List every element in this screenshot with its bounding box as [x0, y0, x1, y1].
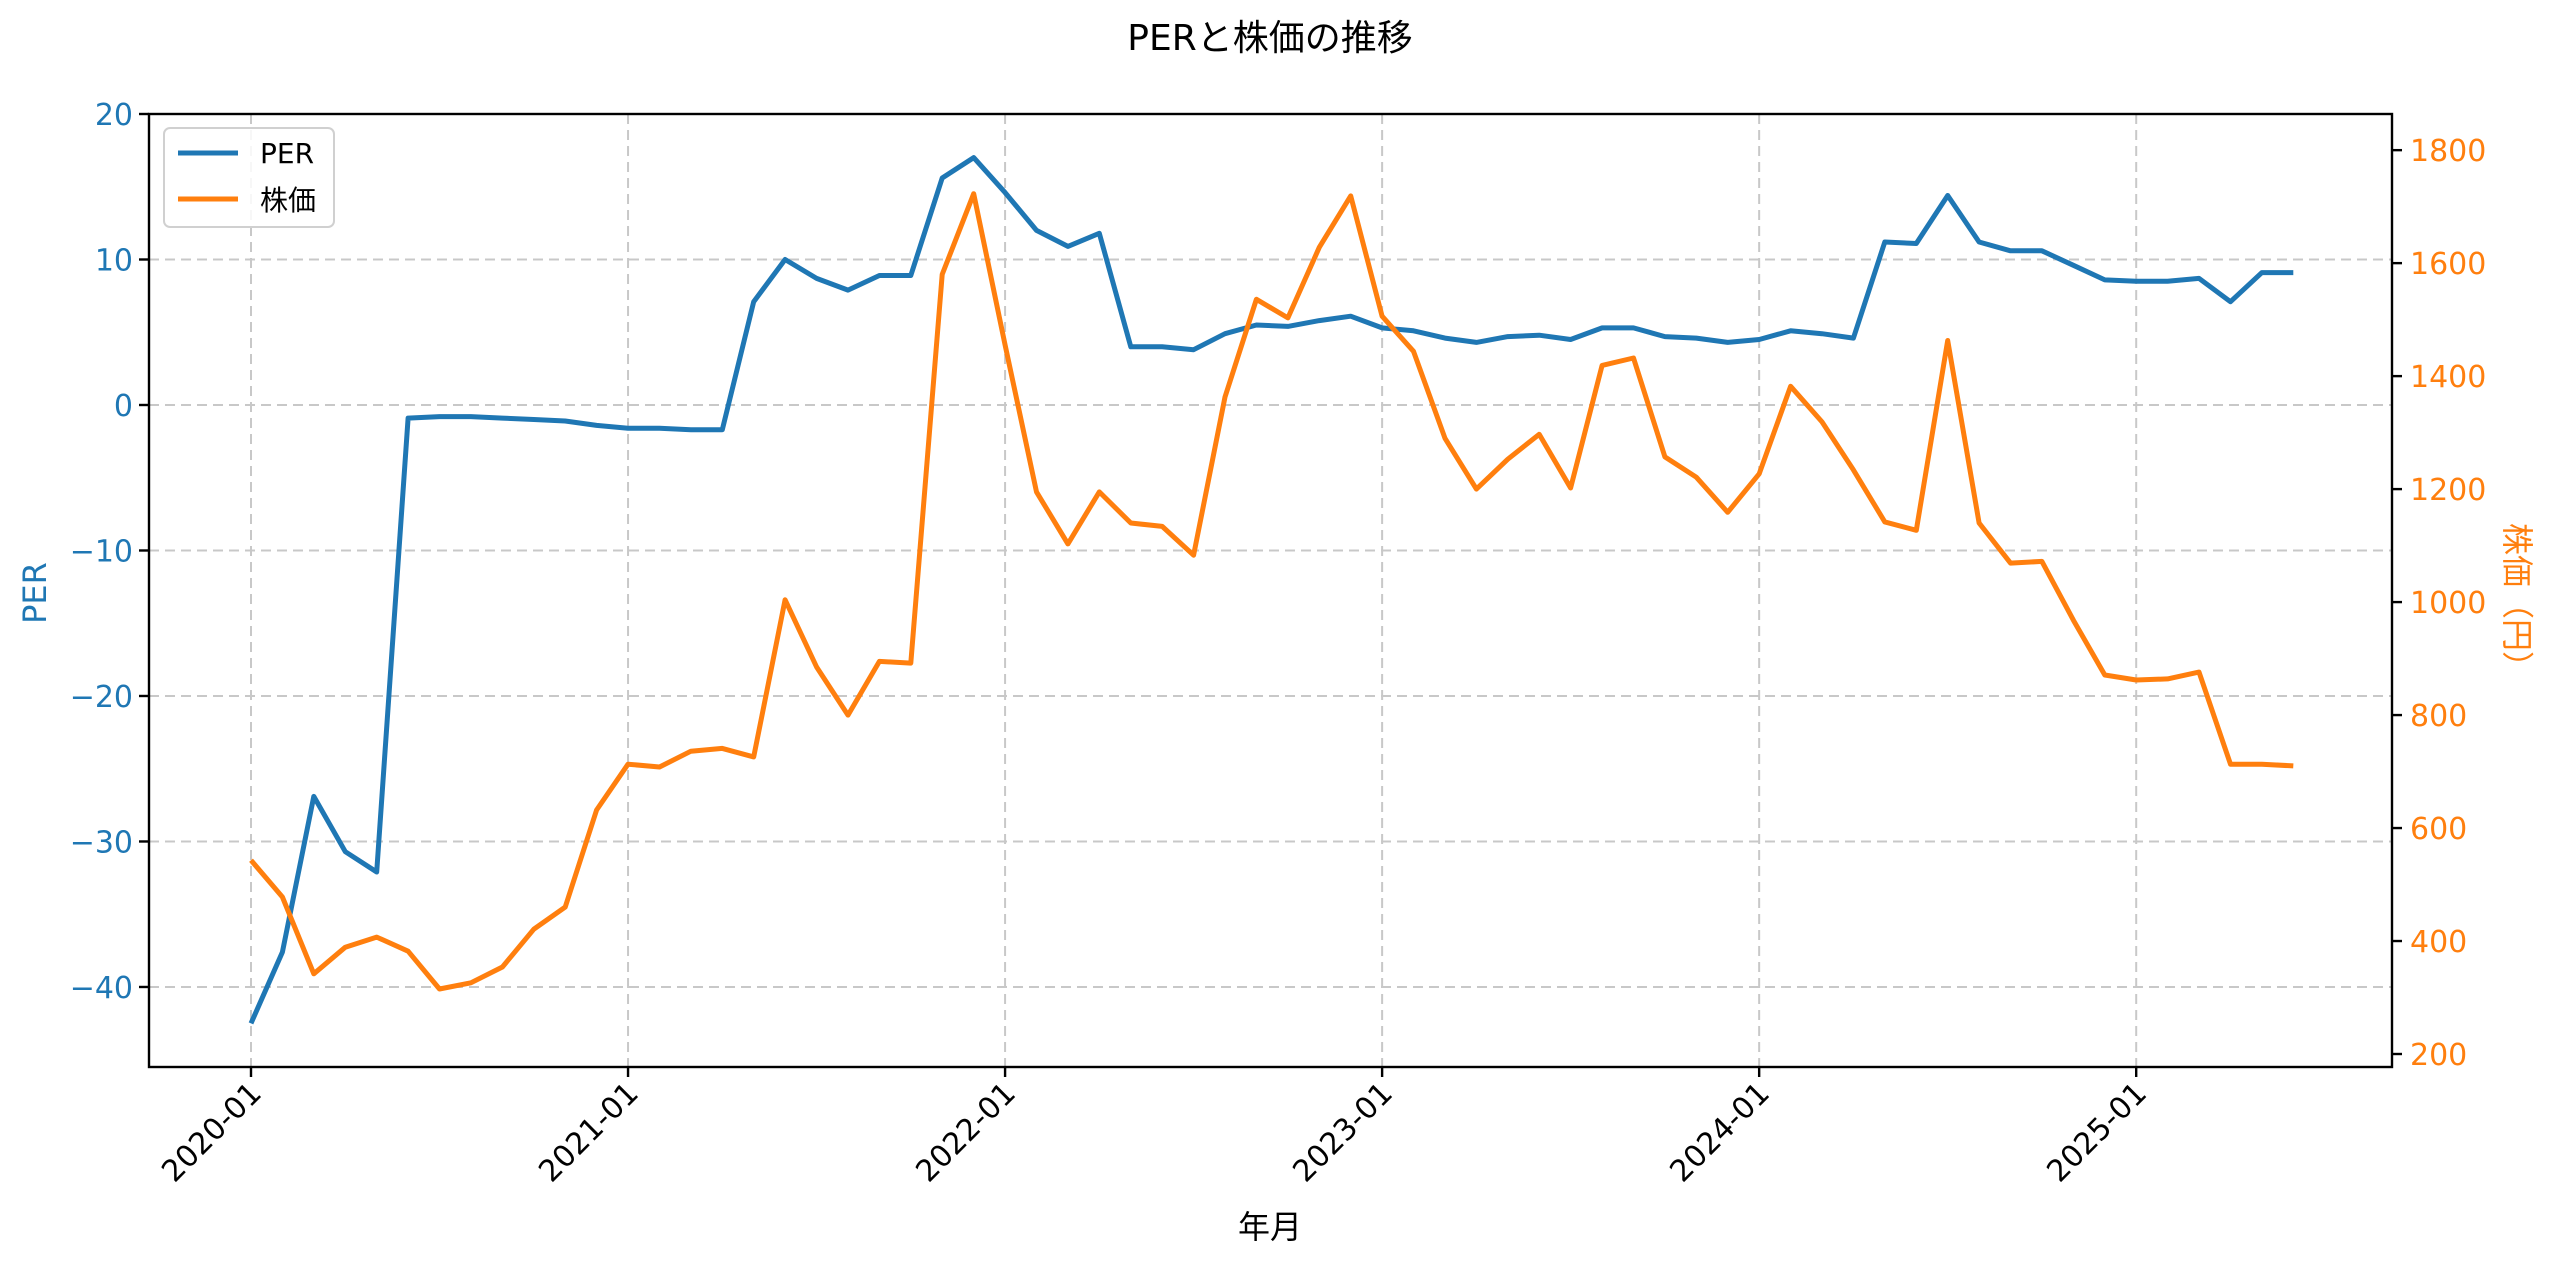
- y-tick-label: −30: [70, 825, 133, 860]
- y-tick-label: 20: [95, 98, 133, 133]
- plot-series: [248, 155, 2294, 1025]
- left-y-axis: −40 −30 −20 −10 0 10 20: [70, 98, 149, 1006]
- x-tick-label: 2025-01: [2040, 1076, 2153, 1189]
- y2-tick-label: 1600: [2410, 247, 2486, 282]
- y2-tick-label: 800: [2410, 699, 2467, 734]
- y2-tick-label: 1400: [2410, 360, 2486, 395]
- x-tick-label: 2024-01: [1663, 1076, 1776, 1189]
- y-tick-label: −10: [70, 534, 133, 569]
- y-tick-label: −20: [70, 680, 133, 715]
- y-axis-label: PER: [16, 562, 54, 624]
- y2-tick-label: 200: [2410, 1038, 2467, 1073]
- y-tick-label: 0: [114, 389, 133, 424]
- legend: PER 株価: [163, 127, 335, 228]
- x-tick-label: 2022-01: [909, 1076, 1022, 1189]
- x-tick-label: 2021-01: [532, 1076, 645, 1189]
- chart-title: PERと株価の推移: [1127, 18, 1412, 59]
- legend-price-label: 株価: [260, 184, 316, 217]
- price-line: [249, 191, 2294, 992]
- y2-axis-label: 株価（円）: [2498, 523, 2536, 683]
- plot-frame: [147, 112, 2394, 1069]
- x-axis: 2020-01 2021-01 2022-01 2023-01 2024-01 2025-…: [155, 1067, 2154, 1189]
- per-line: [248, 155, 2294, 1025]
- y2-tick-label: 400: [2410, 925, 2467, 960]
- y-tick-label: −40: [70, 971, 133, 1006]
- right-y-axis: 200 400 600 800 1000 1200 1400 1600 1800: [2392, 134, 2486, 1073]
- y-tick-label: 10: [95, 243, 133, 278]
- x-axis-label: 年月: [1238, 1208, 1302, 1246]
- y2-tick-label: 600: [2410, 812, 2467, 847]
- legend-per-label: PER: [260, 137, 314, 170]
- x-tick-label: 2020-01: [155, 1076, 268, 1189]
- x-tick-label: 2023-01: [1286, 1076, 1399, 1189]
- y2-tick-label: 1200: [2410, 473, 2486, 508]
- y2-tick-label: 1000: [2410, 586, 2486, 621]
- y2-tick-label: 1800: [2410, 134, 2486, 169]
